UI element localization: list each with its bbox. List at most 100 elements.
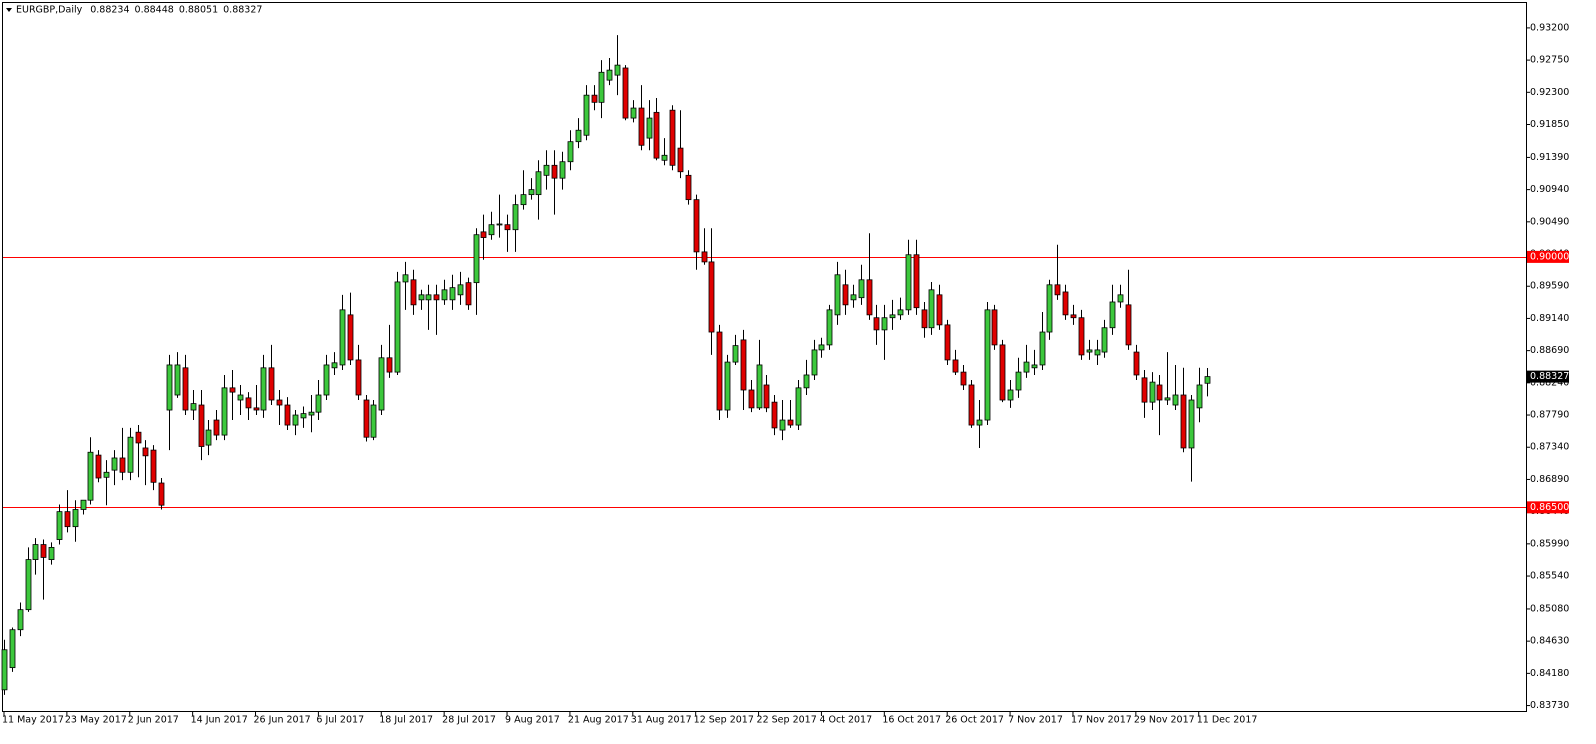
x-tick-label: 11 May 2017 <box>2 715 64 726</box>
candle-body <box>370 404 377 438</box>
candle-body <box>842 284 849 306</box>
candle-body <box>559 161 566 179</box>
candle-body <box>449 287 456 301</box>
candle-body <box>473 234 480 284</box>
candle-body <box>127 436 134 473</box>
candle-body <box>952 359 959 373</box>
candle-body <box>1204 376 1211 384</box>
candle-body <box>834 274 841 316</box>
plot-frame <box>2 2 1527 712</box>
candle-body <box>944 324 951 361</box>
candle-body <box>276 399 283 406</box>
candle-body <box>1172 394 1179 406</box>
x-tick-label: 6 Jul 2017 <box>316 715 364 726</box>
candle-body <box>991 309 998 346</box>
candle-body <box>551 164 558 179</box>
candle-body <box>669 109 676 166</box>
candle-body <box>677 147 684 173</box>
candle-body <box>135 431 142 444</box>
candle-body <box>1015 371 1022 391</box>
candle-body <box>1031 364 1038 369</box>
candle-body <box>826 309 833 346</box>
x-tick-label: 22 Sep 2017 <box>757 715 817 726</box>
candle-body <box>308 411 315 416</box>
candle-body <box>1164 397 1171 401</box>
y-tick-label: 0.91390 <box>1530 152 1569 163</box>
candle-body <box>591 94 598 103</box>
candle-body <box>968 384 975 426</box>
candle-body <box>32 544 39 560</box>
candle-body <box>1046 284 1053 333</box>
candle-body <box>528 189 535 196</box>
y-tick-label: 0.88690 <box>1530 345 1569 356</box>
candle-body <box>198 404 205 447</box>
price-badge-label: 0.86500 <box>1530 502 1569 513</box>
menu-triangle[interactable] <box>6 8 12 12</box>
y-tick-label: 0.86890 <box>1530 474 1569 485</box>
candle-body <box>1078 317 1085 356</box>
y-tick-label: 0.90940 <box>1530 184 1569 195</box>
candle-body <box>1007 389 1014 401</box>
candle-body <box>567 141 574 163</box>
candle-body <box>771 401 778 429</box>
candle-body <box>984 309 991 421</box>
candle-body <box>520 194 527 206</box>
candle-body <box>881 317 888 331</box>
candle-body <box>339 309 346 366</box>
candle-body <box>1156 384 1163 401</box>
header-price: 0.88234 <box>90 5 129 16</box>
header-prices: 0.88234 0.88448 0.88051 0.88327 <box>90 5 262 16</box>
candle-body <box>818 344 825 351</box>
candle-body <box>763 384 770 409</box>
x-tick-label: 16 Oct 2017 <box>882 715 941 726</box>
y-tick-label: 0.83730 <box>1530 700 1569 711</box>
y-tick-label: 0.87790 <box>1530 410 1569 421</box>
candle-body <box>378 357 385 411</box>
y-tick-label: 0.88240 <box>1530 377 1569 388</box>
candle-body <box>999 344 1006 401</box>
x-tick-label: 14 Jun 2017 <box>191 715 248 726</box>
header-price: 0.88327 <box>223 5 262 16</box>
y-tick-label: 0.90490 <box>1530 216 1569 227</box>
candle-body <box>1101 327 1108 353</box>
candle-body <box>237 394 244 401</box>
x-tick-label: 2 Jun 2017 <box>128 715 179 726</box>
candle-body <box>638 107 645 146</box>
x-tick-label: 23 May 2017 <box>65 715 127 726</box>
candle-body <box>661 154 668 161</box>
candle-body <box>512 204 519 231</box>
candle-body <box>748 389 755 409</box>
candle-body <box>1141 377 1148 403</box>
candle-body <box>622 67 629 119</box>
y-tick-label: 0.85540 <box>1530 571 1569 582</box>
candle-body <box>394 281 401 373</box>
last-price-label: 0.88327 <box>1530 371 1569 382</box>
candle-body <box>347 314 354 361</box>
x-tick-label: 29 Nov 2017 <box>1134 715 1195 726</box>
candle-body <box>268 367 275 401</box>
candle-body <box>40 544 47 558</box>
candle-body <box>583 94 590 136</box>
price-badge <box>1527 250 1569 263</box>
candle-body <box>889 314 896 319</box>
candle-body <box>803 374 810 389</box>
x-tick-label: 31 Aug 2017 <box>631 715 692 726</box>
candle-body <box>190 403 197 411</box>
y-tick-label: 0.87340 <box>1530 442 1569 453</box>
candle-body <box>355 359 362 396</box>
y-tick-label: 0.85990 <box>1530 538 1569 549</box>
y-tick-label: 0.91850 <box>1530 119 1569 130</box>
candle-body <box>245 397 252 409</box>
candle-body <box>103 471 110 478</box>
candle-body <box>72 509 79 528</box>
candle-body <box>575 129 582 143</box>
x-tick-label: 17 Nov 2017 <box>1071 715 1132 726</box>
y-tick-label: 0.84180 <box>1530 668 1569 679</box>
header-price: 0.88051 <box>179 5 218 16</box>
candle-body <box>724 361 731 411</box>
candle-body <box>1196 384 1203 409</box>
candle-body <box>630 107 637 119</box>
candle-body <box>685 174 692 201</box>
candle-body <box>1023 361 1030 373</box>
